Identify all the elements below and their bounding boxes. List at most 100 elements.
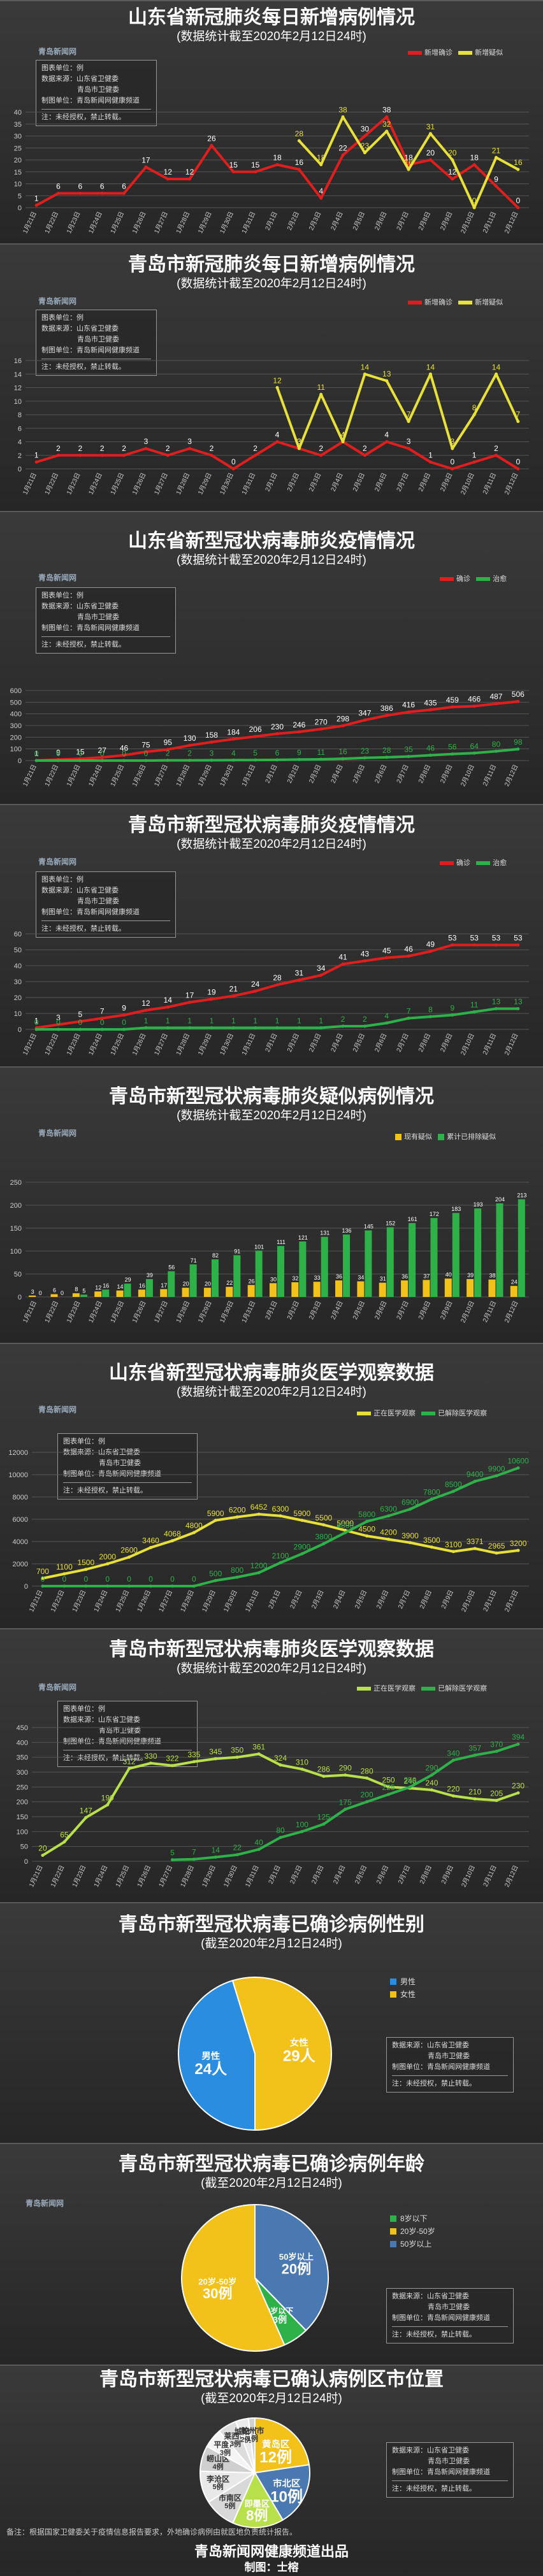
data-label: 175 [339, 1798, 352, 1807]
legend-label: 治愈 [493, 859, 507, 867]
data-point [472, 751, 476, 755]
slice-value-label: 10例 [270, 2488, 303, 2505]
data-point [100, 759, 104, 762]
x-tick-label: 2月10日 [460, 1589, 477, 1613]
data-label: 347 [358, 708, 371, 717]
data-label: 20 [38, 1844, 47, 1853]
bar [72, 1293, 80, 1297]
panel-district: 青岛市新型冠状病毒已确认病例区市位置 (截至2020年2月12日24时) 数据来… [0, 2365, 543, 2576]
data-label: 2 [122, 444, 126, 453]
data-point [231, 994, 235, 998]
slice-value-label: 8例 [246, 2508, 268, 2524]
data-point [495, 1798, 498, 1802]
data-point [451, 177, 454, 181]
data-label: 0 [170, 1575, 175, 1584]
data-label: 0 [105, 1575, 110, 1584]
bar-value-label: 56 [168, 1264, 175, 1271]
data-point [254, 989, 257, 993]
data-label: 0 [516, 196, 520, 205]
data-point [210, 454, 214, 457]
data-label: 1 [472, 450, 477, 459]
y-tick-label: 0 [18, 1294, 22, 1301]
data-point [300, 1829, 304, 1833]
bar [423, 1280, 430, 1297]
source-note: 注：未经授权，禁止转载。 [63, 1482, 192, 1496]
data-label: 335 [187, 1750, 200, 1759]
legend-label: 确诊 [456, 859, 470, 867]
x-tick-label: 2月1日 [264, 210, 279, 231]
data-label: 0 [41, 1575, 45, 1584]
data-point [494, 372, 498, 376]
footer-credit: 青岛新闻网健康频道出品 [194, 2544, 349, 2559]
data-point [188, 743, 192, 747]
data-label: 324 [274, 1754, 287, 1763]
bar-value-label: 32 [292, 1275, 298, 1282]
data-label: 0 [34, 1018, 39, 1027]
source-qd: 青岛市卫健委 [77, 613, 119, 621]
data-point [365, 1520, 369, 1523]
source-qd: 青岛市卫健委 [77, 898, 119, 905]
data-point [516, 168, 520, 171]
data-point [516, 1742, 520, 1746]
source-maker: 制图单位：青岛新闻网健康频道 [63, 1470, 161, 1478]
source-maker: 制图单位：青岛新闻网健康频道 [392, 2314, 490, 2322]
slice-value-label: 24人 [194, 2061, 227, 2078]
data-point [387, 1538, 391, 1541]
source-note: 注：未经授权，禁止转载。 [41, 920, 170, 934]
x-tick-label: 2月10日 [459, 1032, 475, 1056]
data-point [516, 1791, 520, 1795]
x-tick-label: 2月6日 [373, 471, 388, 492]
x-tick-label: 2月10日 [459, 1299, 475, 1324]
y-tick-label: 0 [18, 757, 22, 765]
data-point [100, 454, 104, 457]
data-point [122, 1027, 126, 1031]
source-sd: 数据来源：山东省卫健委 [41, 887, 119, 894]
bar-value-label: 161 [408, 1216, 417, 1222]
data-point [473, 1797, 477, 1801]
data-label: 0 [472, 196, 477, 205]
data-point [100, 1017, 104, 1020]
data-point [122, 754, 126, 757]
x-tick-label: 2月4日 [329, 763, 345, 784]
bar-value-label: 3 [31, 1289, 34, 1295]
x-tick-label: 1月28日 [175, 763, 191, 787]
chart-legend: 确诊 治愈 [440, 857, 507, 868]
data-point [34, 1027, 38, 1031]
x-tick-label: 2月12日 [503, 1299, 519, 1324]
panel-title: 青岛市新型冠状病毒已确诊病例年龄 [119, 2154, 424, 2175]
x-tick-label: 1月24日 [92, 1864, 109, 1888]
data-point [428, 708, 432, 712]
panel-title: 青岛市新型冠状病毒已确诊病例性别 [119, 1914, 424, 1935]
data-label: 31 [295, 969, 304, 978]
y-tick-label: 30 [14, 133, 22, 141]
data-point [144, 1026, 148, 1029]
x-tick-label: 1月28日 [179, 1864, 196, 1888]
series-line [276, 373, 519, 450]
bar-value-label: 172 [430, 1211, 439, 1217]
x-tick-label: 1月31日 [243, 1589, 260, 1613]
x-tick-label: 2月9日 [438, 1299, 454, 1320]
data-label: 53 [470, 934, 479, 943]
x-tick-label: 2月7日 [395, 210, 410, 231]
data-point [170, 1764, 174, 1768]
data-point [428, 132, 432, 136]
bar-value-label: 17 [161, 1282, 167, 1289]
slice-name-label: 50岁以上 [279, 2252, 314, 2262]
data-label: 16 [514, 158, 523, 167]
data-label: 9 [122, 1004, 126, 1013]
data-point [210, 1026, 214, 1029]
slice-name-label: 20岁-50岁 [198, 2276, 236, 2286]
data-label: 312 [123, 1757, 136, 1766]
bar-value-label: 0 [61, 1290, 64, 1296]
bar-value-label: 34 [358, 1275, 364, 1281]
legend-label: 累计已排除疑似 [447, 1133, 496, 1141]
x-tick-label: 2月7日 [395, 763, 410, 784]
y-tick-label: 16 [14, 357, 22, 365]
data-point [472, 943, 476, 947]
x-tick-label: 2月4日 [331, 1589, 347, 1610]
x-tick-label: 2月2日 [286, 1032, 301, 1053]
legend-label: 已解除医学观察 [438, 1410, 488, 1417]
data-point [78, 1020, 82, 1023]
